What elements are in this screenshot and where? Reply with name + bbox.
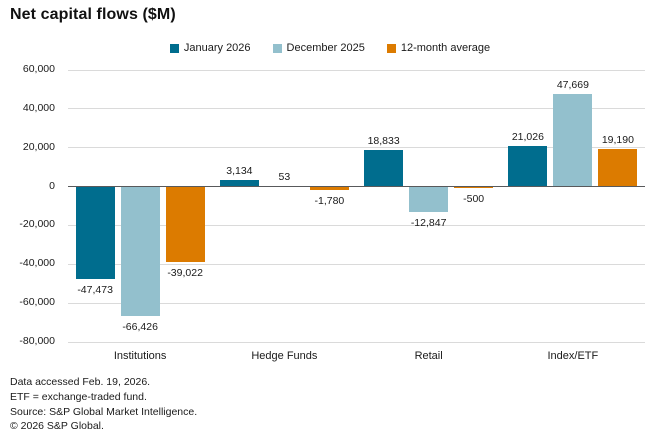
gridline xyxy=(68,263,645,265)
value-label: 3,134 xyxy=(226,165,253,178)
value-label: -39,022 xyxy=(167,267,203,280)
bar-december-2025 xyxy=(120,186,160,316)
value-label: -12,847 xyxy=(410,216,447,229)
value-label: -1,780 xyxy=(314,195,345,208)
bar-12-month-average xyxy=(309,186,349,191)
bar-january-2026 xyxy=(364,149,404,187)
value-label: -47,473 xyxy=(77,283,113,296)
bar-january-2026 xyxy=(219,180,259,187)
legend-label: 12-month average xyxy=(400,42,491,54)
category-label: Institutions xyxy=(113,350,167,362)
footnote-line: Data accessed Feb. 19, 2026. xyxy=(10,376,151,388)
bar-january-2026 xyxy=(508,145,548,187)
legend: January 2026 December 2025 12-month averag… xyxy=(0,40,660,56)
y-axis-label: -40,000 xyxy=(19,257,55,270)
gridline xyxy=(68,341,645,343)
footnote-line: © 2026 S&P Global. xyxy=(10,420,104,433)
y-axis-label: -20,000 xyxy=(19,218,55,231)
gridline xyxy=(68,147,645,149)
legend-item: December 2025 xyxy=(272,42,365,54)
y-axis-label: 0 xyxy=(49,179,55,192)
legend-swatch-icon xyxy=(386,43,396,53)
bar-december-2025 xyxy=(409,186,449,212)
y-axis-label: -60,000 xyxy=(19,296,55,309)
value-label: 53 xyxy=(278,171,291,184)
legend-label: December 2025 xyxy=(286,42,365,54)
legend-swatch-icon xyxy=(272,43,282,53)
y-axis-label: -80,000 xyxy=(19,335,55,347)
gridline xyxy=(68,302,645,304)
category-label: Retail xyxy=(414,350,443,362)
chart-title: Net capital flows ($M) xyxy=(10,6,176,23)
gridline xyxy=(68,224,645,226)
gridline xyxy=(68,69,645,71)
footnote-line: Source: S&P Global Market Intelligence. xyxy=(10,405,198,418)
value-label: 21,026 xyxy=(511,130,544,143)
legend-label: January 2026 xyxy=(183,42,251,54)
value-label: 18,833 xyxy=(367,134,400,147)
value-label: -66,426 xyxy=(122,320,158,333)
footnote-line: ETF = exchange-traded fund. xyxy=(10,390,147,403)
zero-line xyxy=(68,186,645,188)
y-axis-label: 20,000 xyxy=(22,140,55,153)
category-label: Hedge Funds xyxy=(251,350,318,362)
bar-12-month-average xyxy=(598,149,638,187)
y-axis-label: 40,000 xyxy=(22,101,55,114)
y-axis-label: 60,000 xyxy=(22,63,55,75)
legend-item: 12-month average xyxy=(386,42,491,54)
legend-item: January 2026 xyxy=(169,42,251,54)
category-label: Index/ETF xyxy=(547,350,599,362)
value-label: 47,669 xyxy=(556,78,589,91)
value-label: -500 xyxy=(463,192,485,205)
gridline xyxy=(68,108,645,110)
value-label: 19,190 xyxy=(601,134,634,147)
footnotes: Data accessed Feb. 19, 2026. ETF = exchan… xyxy=(10,375,197,434)
legend-swatch-icon xyxy=(169,43,179,53)
bar-december-2025 xyxy=(553,93,593,187)
bar-12-month-average xyxy=(165,186,205,263)
bar-january-2026 xyxy=(75,186,115,279)
